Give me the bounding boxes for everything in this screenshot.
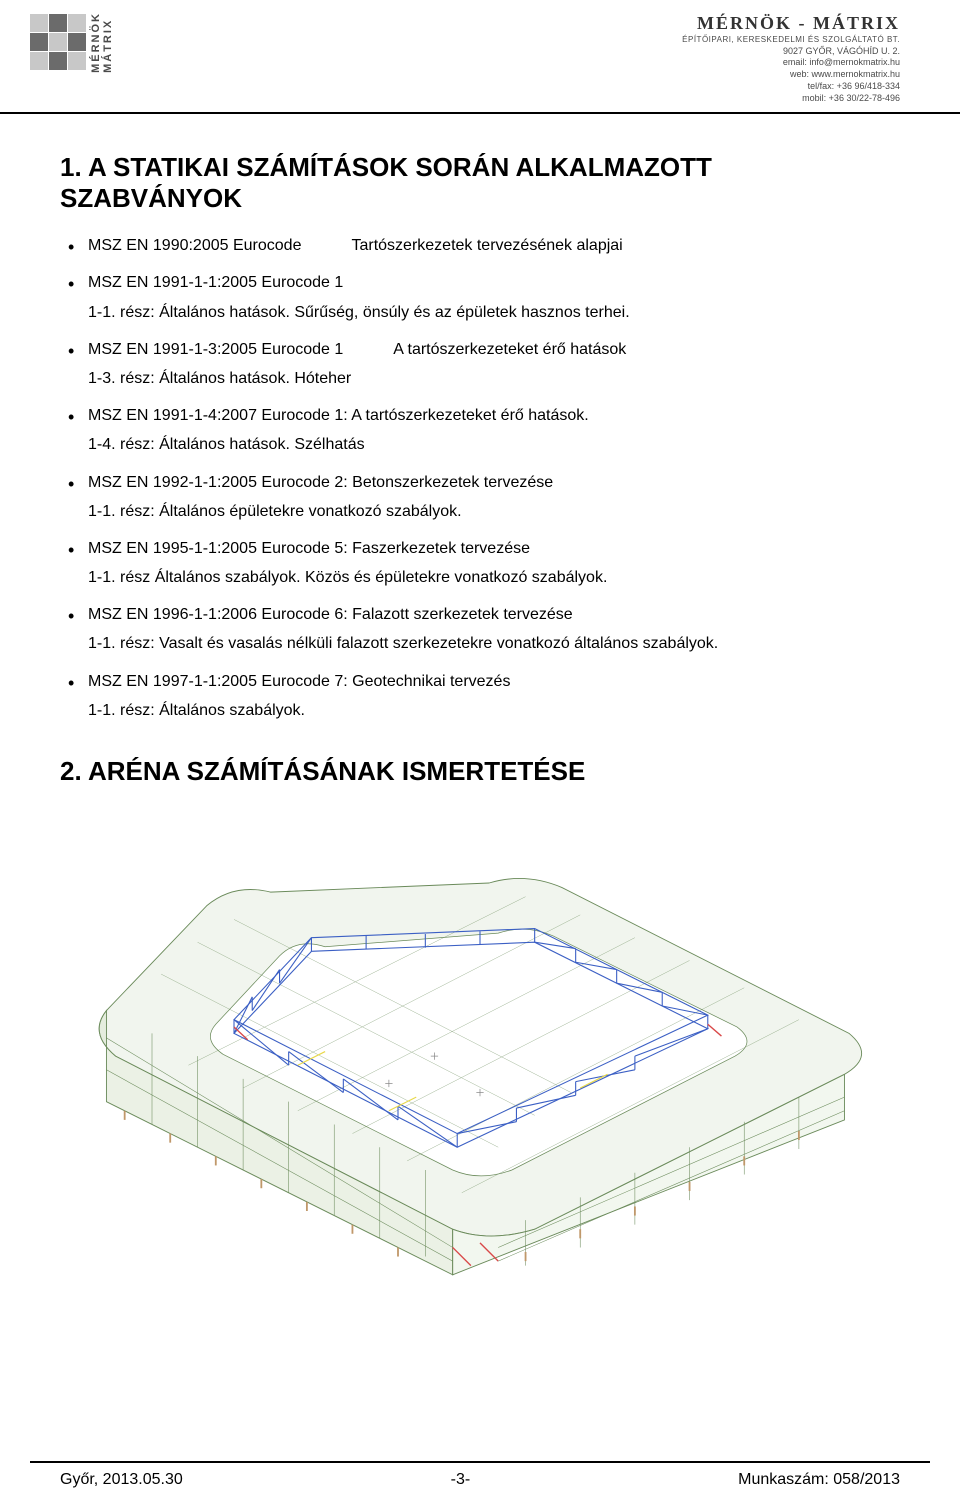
standard-desc: Tartószerkezetek tervezésének alapjai — [351, 232, 622, 259]
logo-left-line1: MÉRNÖK — [90, 12, 102, 73]
standards-item: MSZ EN 1991-1-4:2007 Eurocode 1: A tartó… — [88, 402, 900, 458]
footer-right: Munkaszám: 058/2013 — [738, 1471, 900, 1489]
standard-subline: 1-3. rész: Általános hatások. Hóteher — [88, 365, 900, 392]
logo-left: MÉRNÖK MÁTRIX — [30, 12, 114, 73]
standard-code: MSZ EN 1991-1-4:2007 Eurocode 1: A tartó… — [88, 402, 900, 429]
company-name: MÉRNÖK - MÁTRIX — [682, 12, 900, 35]
arena-wireframe-icon — [70, 807, 890, 1287]
logo-left-text: MÉRNÖK MÁTRIX — [90, 12, 114, 73]
standard-code: MSZ EN 1991-1-3:2005 Eurocode 1 — [88, 336, 343, 363]
standards-item: MSZ EN 1992-1-1:2005 Eurocode 2: Betonsz… — [88, 469, 900, 525]
company-address: 9027 GYŐR, VÁGÓHÍD U. 2. — [682, 46, 900, 58]
standard-code: MSZ EN 1990:2005 Eurocode — [88, 232, 301, 259]
standard-subline: 1-1. rész: Vasalt és vasalás nélküli fal… — [88, 630, 900, 657]
standards-item: MSZ EN 1997-1-1:2005 Eurocode 7: Geotech… — [88, 668, 900, 724]
standards-item: MSZ EN 1991-1-3:2005 Eurocode 1 A tartósz… — [88, 336, 900, 392]
standard-code: MSZ EN 1992-1-1:2005 Eurocode 2: Betonsz… — [88, 469, 900, 496]
company-subtitle: ÉPÍTŐIPARI, KERESKEDELMI ÉS SZOLGÁLTATÓ … — [682, 35, 900, 45]
section1-title: 1. A STATIKAI SZÁMÍTÁSOK SORÁN ALKALMAZO… — [60, 152, 900, 214]
logo-squares-icon — [30, 14, 86, 70]
standard-code: MSZ EN 1997-1-1:2005 Eurocode 7: Geotech… — [88, 668, 900, 695]
footer-left: Győr, 2013.05.30 — [60, 1471, 183, 1489]
standards-item: MSZ EN 1995-1-1:2005 Eurocode 5: Faszerk… — [88, 535, 900, 591]
standards-list: MSZ EN 1990:2005 Eurocode Tartószerkezete… — [60, 232, 900, 724]
arena-diagram — [60, 807, 900, 1287]
standard-subline: 1-4. rész: Általános hatások. Szélhatás — [88, 431, 900, 458]
standard-desc: A tartószerkezeteket érő hatások — [393, 336, 626, 363]
page-content: 1. A STATIKAI SZÁMÍTÁSOK SORÁN ALKALMAZO… — [0, 118, 960, 1287]
footer-center: -3- — [451, 1471, 471, 1489]
standard-code: MSZ EN 1996-1-1:2006 Eurocode 6: Falazot… — [88, 601, 900, 628]
standard-code: MSZ EN 1991-1-1:2005 Eurocode 1 — [88, 269, 900, 296]
standard-subline: 1-1. rész: Általános hatások. Sűrűség, ö… — [88, 299, 900, 326]
company-mobil: mobil: +36 30/22-78-496 — [682, 93, 900, 105]
standard-subline: 1-1. rész Általános szabályok. Közös és … — [88, 564, 900, 591]
company-web: web: www.mernokmatrix.hu — [682, 69, 900, 81]
standards-item: MSZ EN 1996-1-1:2006 Eurocode 6: Falazot… — [88, 601, 900, 657]
company-tel: tel/fax: +36 96/418-334 — [682, 81, 900, 93]
header-company-info: MÉRNÖK - MÁTRIX ÉPÍTŐIPARI, KERESKEDELMI… — [682, 12, 900, 104]
standard-subline: 1-1. rész: Általános épületekre vonatkoz… — [88, 498, 900, 525]
standard-subline: 1-1. rész: Általános szabályok. — [88, 697, 900, 724]
standards-item: MSZ EN 1991-1-1:2005 Eurocode 1 1-1. rész… — [88, 269, 900, 325]
logo-left-line2: MÁTRIX — [102, 12, 114, 73]
standards-item: MSZ EN 1990:2005 Eurocode Tartószerkezete… — [88, 232, 900, 259]
standard-code: MSZ EN 1995-1-1:2005 Eurocode 5: Faszerk… — [88, 535, 900, 562]
company-email: email: info@mernokmatrix.hu — [682, 57, 900, 69]
page-footer: Győr, 2013.05.30 -3- Munkaszám: 058/2013 — [30, 1461, 930, 1509]
section2-title: 2. ARÉNA SZÁMÍTÁSÁNAK ISMERTETÉSE — [60, 756, 900, 787]
page-header: MÉRNÖK MÁTRIX MÉRNÖK - MÁTRIX ÉPÍTŐIPARI… — [0, 0, 960, 114]
